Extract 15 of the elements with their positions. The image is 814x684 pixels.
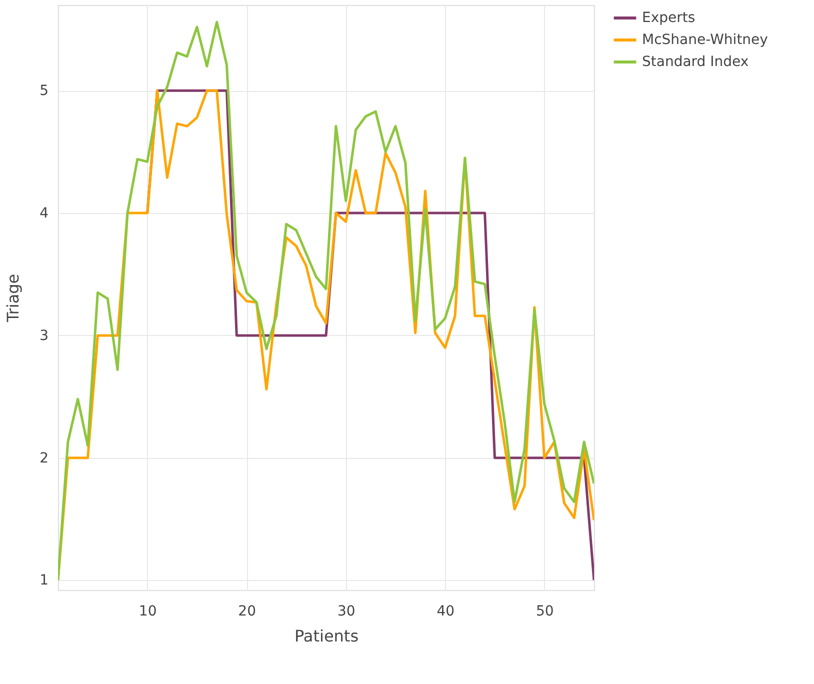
y-tick-label: 4	[40, 206, 49, 222]
y-tick-label: 3	[40, 328, 48, 344]
legend-label: Standard Index	[642, 54, 749, 70]
x-tick-label: 50	[536, 604, 554, 620]
x-tick-label: 20	[238, 604, 256, 620]
y-axis-title: Triage	[4, 274, 23, 324]
x-tick-label: 30	[337, 604, 356, 620]
x-tick-label: 10	[138, 604, 157, 620]
y-tick-label: 1	[40, 572, 48, 589]
y-tick-label: 2	[40, 450, 48, 466]
legend-label: Experts	[642, 10, 696, 26]
x-tick-label: 40	[436, 604, 455, 620]
x-axis-title: Patients	[294, 626, 359, 646]
legend-label: McShane-Whitney	[642, 32, 768, 48]
y-tick-label: 5	[40, 83, 48, 100]
